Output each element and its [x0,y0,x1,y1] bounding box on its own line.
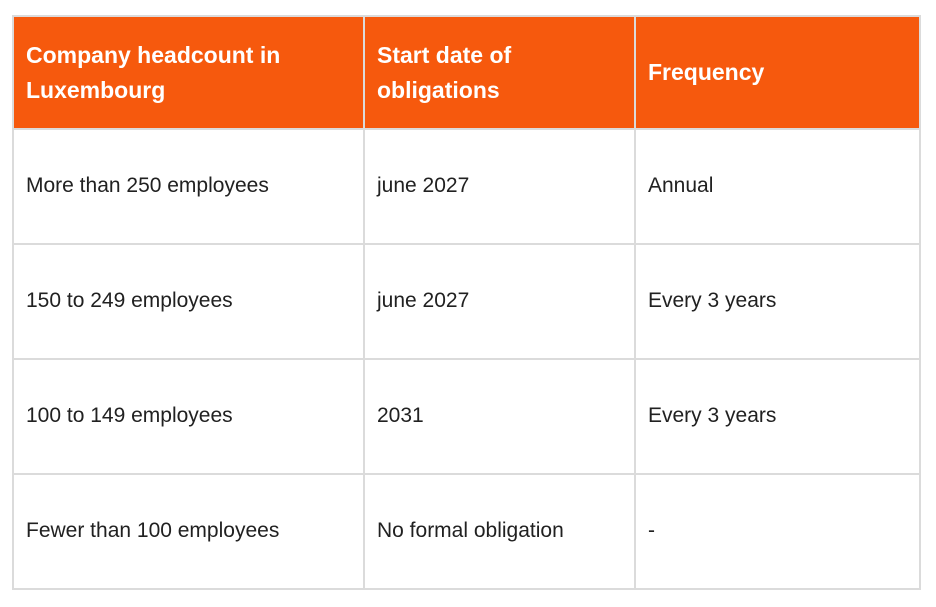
header-cell-company-headcount: Company headcount in Luxembourg [12,15,365,130]
table-header-row: Company headcount in Luxembourg Start da… [12,15,921,130]
cell-start-date: 2031 [363,358,636,475]
table-row: More than 250 employees june 2027 Annual [12,128,921,245]
header-cell-frequency: Frequency [634,15,921,130]
cell-headcount: More than 250 employees [12,128,365,245]
cell-frequency: Every 3 years [634,243,921,360]
cell-frequency: - [634,473,921,590]
cell-start-date: june 2027 [363,128,636,245]
cell-start-date: No formal obligation [363,473,636,590]
cell-headcount: 100 to 149 employees [12,358,365,475]
header-cell-start-date: Start date of obligations [363,15,636,130]
cell-start-date: june 2027 [363,243,636,360]
cell-headcount: Fewer than 100 employees [12,473,365,590]
table-row: 100 to 149 employees 2031 Every 3 years [12,358,921,475]
table-row: Fewer than 100 employees No formal oblig… [12,473,921,590]
cell-frequency: Annual [634,128,921,245]
obligations-table: Company headcount in Luxembourg Start da… [12,15,921,590]
table-row: 150 to 249 employees june 2027 Every 3 y… [12,243,921,360]
cell-frequency: Every 3 years [634,358,921,475]
cell-headcount: 150 to 249 employees [12,243,365,360]
